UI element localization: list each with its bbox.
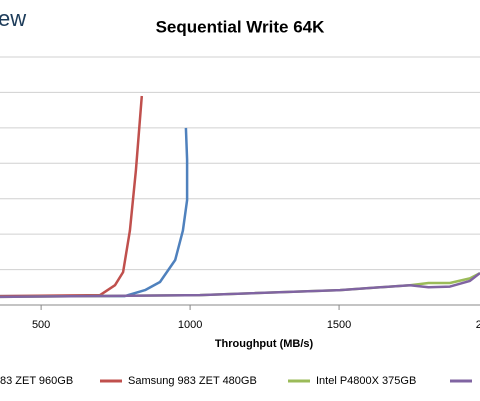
legend-label: Samsung 983 ZET 480GB (128, 375, 257, 387)
x-tick-label: 1500 (327, 319, 351, 331)
legend-label: 83 ZET 960GB (0, 375, 73, 387)
chart-title: Sequential Write 64K (156, 17, 326, 36)
series-line (0, 272, 480, 299)
series-line (0, 127, 189, 298)
logo: ew (0, 6, 26, 31)
x-axis-label: Throughput (MB/s) (215, 338, 314, 350)
x-tick-label: 2000 (476, 319, 480, 331)
legend-label: Intel P4800X 375GB (316, 375, 416, 387)
x-tick-label: 500 (32, 319, 50, 331)
series-line (0, 95, 144, 298)
x-tick-label: 1000 (178, 319, 202, 331)
